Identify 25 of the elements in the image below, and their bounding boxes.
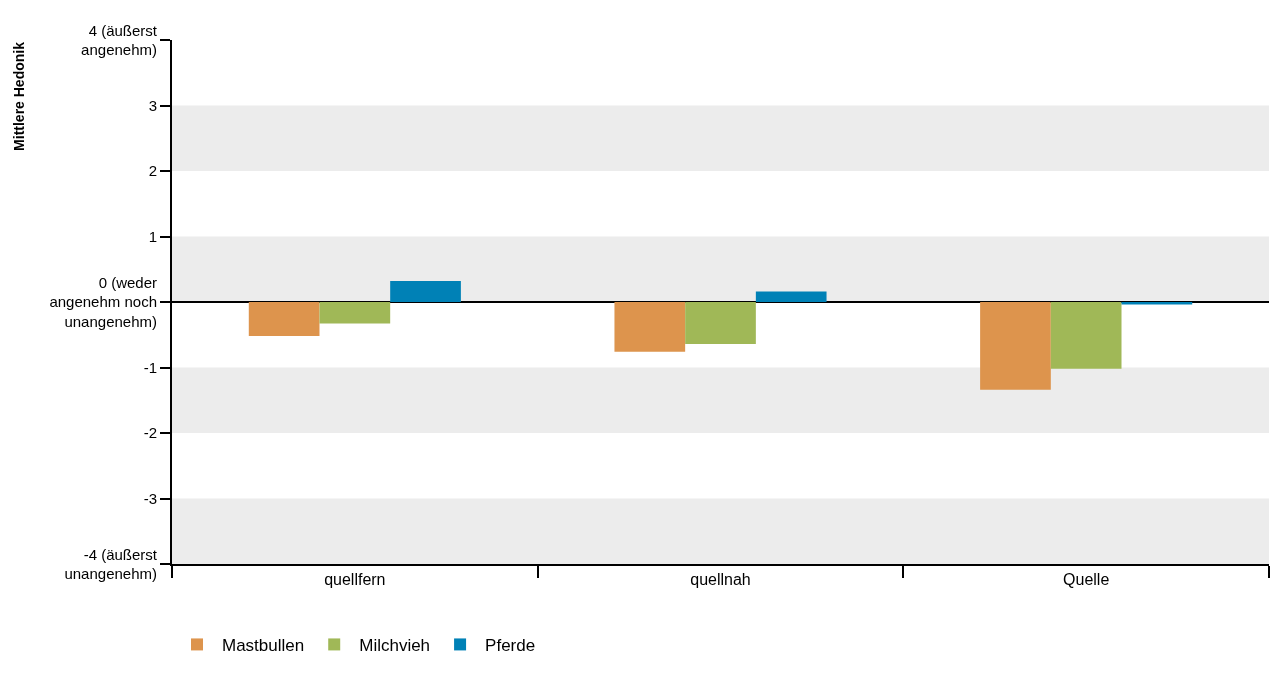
y-tick-label: 4 (äußerst angenehm) bbox=[81, 21, 158, 58]
y-tick-label: -3 bbox=[143, 489, 157, 507]
bar bbox=[390, 281, 461, 302]
y-tick-label: 1 bbox=[148, 227, 157, 245]
bar bbox=[755, 291, 827, 302]
y-tick-label: -1 bbox=[143, 358, 157, 376]
legend-label: Pferde bbox=[485, 636, 536, 656]
y-tick-label: 0 (weder angenehm noch unangenehm) bbox=[49, 273, 157, 330]
legend-label: Milchvieh bbox=[359, 636, 431, 656]
x-tick-label: Quelle bbox=[1063, 571, 1110, 589]
bar bbox=[319, 302, 391, 324]
bar bbox=[685, 302, 756, 344]
bar bbox=[1050, 302, 1122, 369]
bar bbox=[1121, 302, 1193, 305]
y-tick-label: 2 bbox=[148, 162, 157, 180]
y-tick-label: -2 bbox=[143, 424, 157, 442]
y-axis-title: Mittlere Hedonik bbox=[10, 41, 27, 151]
bar bbox=[614, 302, 686, 352]
bar bbox=[248, 302, 320, 337]
bar bbox=[980, 302, 1051, 390]
x-tick-label: quellfern bbox=[324, 571, 386, 589]
x-tick-label: quellnah bbox=[690, 571, 751, 589]
legend-label: Mastbullen bbox=[222, 636, 305, 656]
y-tick-label: 3 bbox=[148, 96, 157, 114]
y-tick-label: -4 (äußerst unangenehm) bbox=[64, 545, 158, 582]
